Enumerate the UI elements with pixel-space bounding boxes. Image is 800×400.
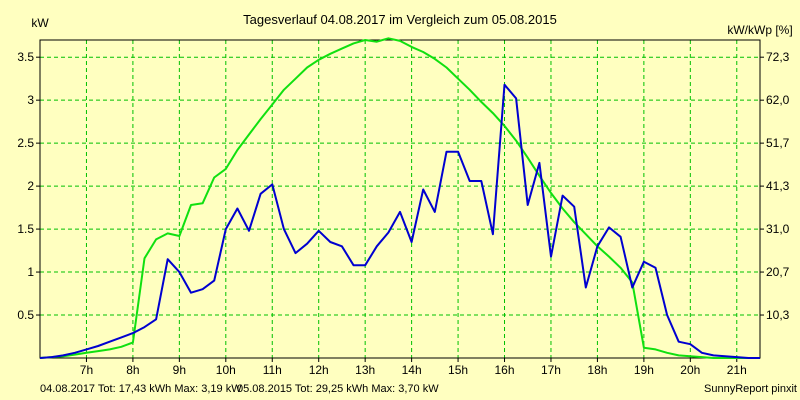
x-axis-ticks: 7h 8h 9h 10h 11h 12h 13h 14h 15h 16h 17h 18h 19h 20h 2… (80, 358, 747, 377)
left-tick-label: 0.5 (17, 308, 34, 322)
x-tick-label: 18h (587, 363, 607, 377)
left-axis-unit: kW (31, 16, 49, 30)
right-tick-label: 20,7 (766, 265, 790, 279)
chart-title: Tagesverlauf 04.08.2017 im Vergleich zum… (243, 12, 557, 27)
left-tick-label: 3.5 (17, 50, 34, 64)
left-tick-label: 1 (27, 265, 34, 279)
footer-credit: SunnyReport pinxit (704, 383, 797, 395)
right-tick-label: 31,0 (766, 222, 790, 236)
x-tick-label: 7h (80, 363, 93, 377)
left-tick-label: 2 (27, 179, 34, 193)
right-axis-unit: kW/kWp [%] (727, 23, 792, 37)
x-tick-label: 15h (448, 363, 468, 377)
left-axis-ticks: 0.5 1 1.5 2 2.5 3 3.5 (17, 50, 40, 322)
x-tick-label: 12h (309, 363, 329, 377)
left-tick-label: 1.5 (17, 222, 34, 236)
right-tick-label: 41,3 (766, 179, 790, 193)
x-tick-label: 11h (263, 363, 282, 377)
x-tick-label: 14h (402, 363, 422, 377)
x-tick-label: 8h (126, 363, 139, 377)
right-tick-label: 51,7 (766, 136, 790, 150)
right-tick-label: 72,3 (766, 50, 790, 64)
x-tick-label: 16h (495, 363, 515, 377)
legend-2015-summary: 05.08.2015 Tot: 29,25 kWh Max: 3,70 kW (237, 383, 439, 395)
x-tick-label: 17h (541, 363, 561, 377)
right-tick-label: 62,0 (766, 93, 790, 107)
right-axis-ticks: 10,3 20,7 31,0 41,3 51,7 62,0 72,3 (760, 50, 790, 322)
x-tick-label: 13h (355, 363, 375, 377)
x-tick-label: 19h (634, 363, 654, 377)
x-tick-label: 9h (173, 363, 186, 377)
series-line-2017 (39, 83, 760, 359)
legend-2017-summary: 04.08.2017 Tot: 17,43 kWh Max: 3,19 kW (40, 383, 242, 395)
x-tick-label: 20h (680, 363, 700, 377)
right-tick-label: 10,3 (766, 308, 790, 322)
left-tick-label: 3 (27, 93, 34, 107)
series-lines (39, 37, 760, 359)
x-tick-label: 21h (727, 363, 747, 377)
series-line-2015 (39, 37, 760, 359)
x-tick-label: 10h (216, 363, 236, 377)
left-tick-label: 2.5 (17, 136, 34, 150)
